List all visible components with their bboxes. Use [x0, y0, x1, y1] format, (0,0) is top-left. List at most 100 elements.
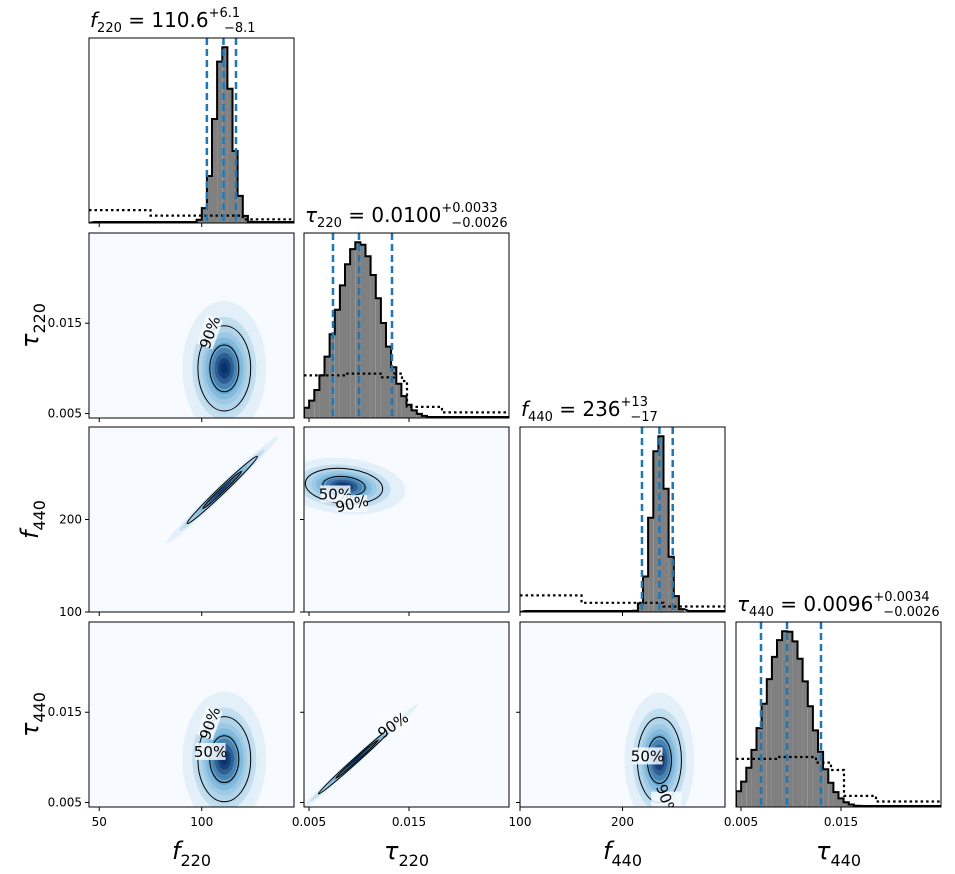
- hist-bar: [848, 804, 854, 807]
- hist-bar: [812, 730, 818, 807]
- x-axis-label-f220: f220: [172, 837, 211, 870]
- density-level: [352, 754, 362, 764]
- pair-panel-f220-tau220: 90%: [88, 232, 295, 419]
- hist-bar: [416, 413, 422, 418]
- hist-bar: [324, 356, 330, 418]
- density-level: [221, 363, 228, 374]
- x-axis-label-tau220: τ220: [384, 837, 429, 870]
- title-f220: f220 = 110.6+6.1 −8.1: [90, 6, 256, 36]
- panel-bg: [520, 622, 725, 807]
- hist-bar: [370, 275, 376, 418]
- hist-bar: [201, 208, 207, 223]
- density-group: 90%: [182, 300, 267, 418]
- pair-panel-f220-f440: [88, 426, 295, 613]
- contour-label-bg: [337, 495, 368, 513]
- hist-bar: [797, 658, 803, 807]
- pair-panel-tau220-tau440: 90%: [303, 621, 510, 808]
- hist-bar: [355, 242, 361, 418]
- x-tick-label: 0.005: [724, 815, 758, 829]
- hist-bar: [802, 681, 808, 807]
- hist-bar: [380, 323, 386, 418]
- density-group: 90%50%: [624, 692, 695, 807]
- panel-frame: [88, 37, 295, 224]
- hist-bar: [411, 410, 417, 418]
- hist-bar: [648, 517, 654, 612]
- hist-bar: [304, 407, 310, 418]
- hist-bar: [314, 390, 320, 418]
- contour-50: [209, 344, 240, 393]
- title-f440: f440 = 236+13 −17: [521, 395, 658, 425]
- hist-bar: [217, 61, 223, 223]
- panel-bg: [304, 427, 509, 612]
- x-tick-label: 0.015: [824, 815, 858, 829]
- panel-bg: [736, 622, 941, 807]
- hist-bar: [227, 88, 233, 223]
- y-axis-label-f440: f440: [16, 500, 49, 539]
- hist-bar: [673, 596, 679, 612]
- hist-bar: [309, 400, 315, 418]
- hist-bar: [653, 451, 659, 612]
- contour-label-bg: [632, 747, 663, 765]
- pair-panel-tau220-f440: 50%90%: [303, 426, 510, 613]
- contour-label-bg: [378, 716, 409, 734]
- title-tau220: τ220 = 0.0100+0.0033 −0.0026: [305, 201, 508, 231]
- hist-bar: [828, 782, 834, 807]
- hist-bar: [222, 47, 228, 223]
- hist-bar: [196, 219, 202, 223]
- density-group: 90%50%: [182, 691, 267, 807]
- panel-bg: [89, 38, 294, 223]
- hist-outline: [736, 630, 941, 807]
- title-tau440: τ440 = 0.0096+0.0034 −0.0026: [737, 590, 940, 620]
- prior-line: [520, 594, 725, 608]
- hist-bar: [406, 404, 412, 418]
- y-axis-label-tau220: τ220: [16, 303, 49, 348]
- hist-bar: [237, 195, 243, 223]
- x-tick-label: 200: [611, 815, 634, 829]
- x-axis-label-tau440: τ440: [816, 837, 861, 870]
- x-tick-label: 0.015: [392, 815, 426, 829]
- hist-bar: [637, 603, 643, 612]
- hist-bar: [360, 244, 366, 418]
- hist-bar: [365, 256, 371, 418]
- hist-bar: [668, 556, 674, 612]
- y-axis-label-tau440: τ440: [16, 692, 49, 737]
- panel-frame: [303, 621, 510, 808]
- hist-bar: [746, 767, 752, 807]
- x-tick-label: 100: [509, 815, 532, 829]
- hist-bar: [833, 792, 839, 807]
- y-tick-label: 200: [59, 513, 82, 527]
- panel-frame: [88, 232, 295, 419]
- hist-bar: [756, 728, 762, 807]
- hist-bar: [345, 264, 351, 418]
- hist-bar: [678, 609, 684, 612]
- x-tick-label: 0.005: [292, 815, 326, 829]
- hist-bar: [386, 346, 392, 418]
- hist-bar: [736, 791, 742, 807]
- hist-bar: [339, 285, 345, 418]
- panel-frame: [88, 621, 295, 808]
- hist-bar: [787, 631, 793, 807]
- marginal-panel-tau440: τ440 = 0.0096+0.0034 −0.0026: [735, 590, 942, 808]
- marginal-panel-f220: f220 = 110.6+6.1 −8.1: [88, 6, 295, 224]
- hist-bar: [206, 176, 212, 223]
- x-tick-label: 50: [92, 815, 107, 829]
- y-tick-label: 100: [59, 605, 82, 619]
- contour-label-bg: [651, 791, 682, 807]
- panel-bg: [520, 427, 725, 612]
- hist-bar: [766, 679, 772, 807]
- prior-line: [736, 755, 941, 803]
- hist-outline: [304, 241, 509, 418]
- hist-bar: [751, 749, 757, 807]
- hist-bar: [792, 641, 798, 807]
- hist-bar: [334, 309, 340, 418]
- hist-bar: [771, 656, 777, 807]
- density-level: [217, 485, 227, 495]
- contour-50: [202, 470, 243, 509]
- hist-bar: [843, 802, 849, 807]
- panel-frame: [735, 621, 942, 808]
- hist-bar: [658, 436, 664, 612]
- contour-label-50: 50%: [631, 747, 664, 765]
- y-tick-label: 0.005: [48, 406, 82, 420]
- panel-frame: [303, 232, 510, 419]
